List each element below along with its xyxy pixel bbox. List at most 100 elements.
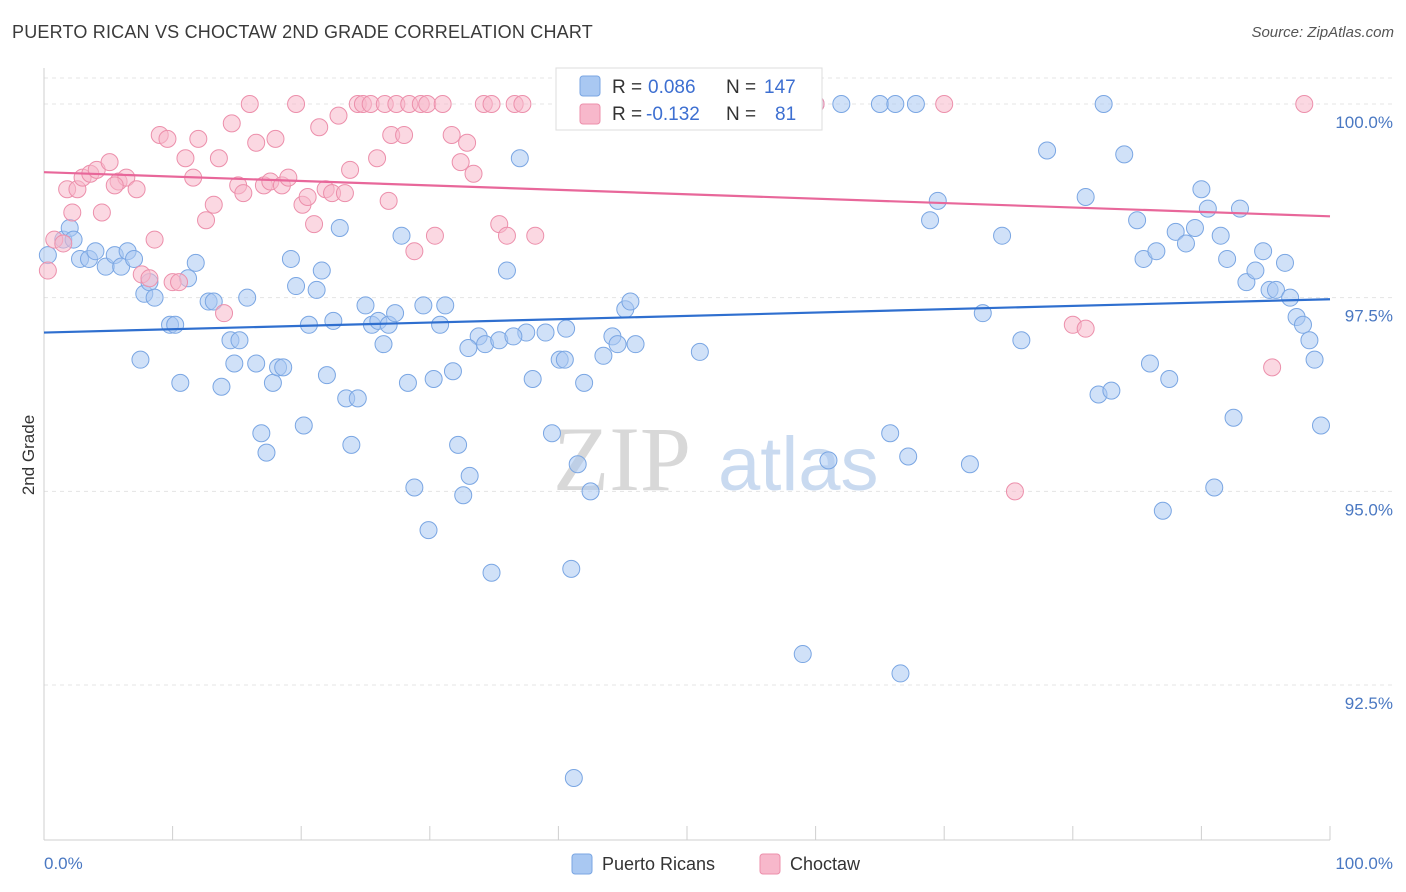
puerto-ricans-point-113 [1115, 145, 1134, 164]
puerto-ricans-point-119 [1160, 370, 1179, 389]
bottom-legend-label-puerto-ricans: Puerto Ricans [602, 854, 715, 874]
puerto-ricans-point-104 [960, 455, 979, 474]
choctaw-point-10 [100, 153, 119, 172]
legend-n-label-2: N = [726, 104, 756, 125]
puerto-ricans-point-143 [555, 350, 574, 369]
puerto-ricans-point-103 [928, 191, 947, 210]
choctaw-point-25 [209, 149, 228, 168]
choctaw-point-9 [92, 203, 111, 222]
choctaw-point-40 [305, 215, 324, 234]
puerto-ricans-point-39 [312, 261, 331, 280]
puerto-ricans-point-111 [1094, 94, 1113, 113]
puerto-ricans-point-101 [906, 94, 925, 113]
puerto-ricans-point-46 [356, 296, 375, 315]
legend-n-value-1: 147 [764, 77, 796, 98]
choctaw-point-70 [513, 94, 532, 113]
puerto-ricans-point-80 [594, 346, 613, 365]
puerto-ricans-point-107 [1012, 331, 1031, 350]
puerto-ricans-point-27 [238, 288, 257, 307]
puerto-ricans-point-127 [1218, 249, 1237, 268]
x-axis-ticks [43, 826, 1331, 840]
puerto-ricans-point-33 [274, 358, 293, 377]
puerto-ricans-point-49 [374, 335, 393, 354]
choctaw-point-27 [222, 114, 241, 133]
choctaw-point-18 [158, 129, 177, 148]
puerto-ricans-point-77 [568, 455, 587, 474]
choctaw-point-62 [451, 153, 470, 172]
puerto-ricans-point-128 [1224, 408, 1243, 427]
choctaw-point-0 [38, 261, 57, 280]
choctaw-point-82 [379, 191, 398, 210]
puerto-ricans-point-122 [1185, 218, 1204, 237]
choctaw-point-2 [54, 234, 73, 253]
stats-legend: R = 0.086 N = 147 R = -0.132 N = 81 [555, 67, 823, 131]
puerto-ricans-point-84 [621, 292, 640, 311]
puerto-ricans-point-29 [252, 424, 271, 443]
choctaw-point-83 [189, 129, 208, 148]
puerto-ricans-point-75 [557, 319, 576, 338]
x-tick-label-left: 0.0% [44, 854, 83, 873]
puerto-ricans-point-59 [436, 296, 455, 315]
puerto-ricans-point-94 [819, 451, 838, 470]
chart-title: PUERTO RICAN VS CHOCTAW 2ND GRADE CORREL… [12, 22, 593, 42]
puerto-ricans-point-62 [454, 486, 473, 505]
puerto-ricans-point-124 [1198, 199, 1217, 218]
puerto-ricans-trend-line [43, 298, 1331, 334]
puerto-ricans-point-31 [263, 373, 282, 392]
source-label: Source: ZipAtlas.com [1251, 24, 1394, 41]
puerto-ricans-point-145 [504, 327, 523, 346]
puerto-ricans-point-56 [419, 521, 438, 540]
puerto-ricans-point-53 [398, 373, 417, 392]
bottom-legend-label-choctaw: Choctaw [790, 854, 861, 874]
puerto-ricans-point-96 [870, 94, 889, 113]
puerto-ricans-point-0 [38, 246, 57, 265]
puerto-ricans-point-102 [921, 211, 940, 230]
puerto-ricans-point-140 [1305, 350, 1324, 369]
choctaw-point-61 [442, 125, 461, 144]
puerto-ricans-point-40 [317, 366, 336, 385]
choctaw-point-44 [329, 106, 348, 125]
choctaw-trend-line [43, 171, 1331, 218]
puerto-ricans-point-71 [523, 370, 542, 389]
puerto-ricans-point-36 [294, 416, 313, 435]
y-tick-label-0: 100.0% [1335, 113, 1393, 132]
puerto-ricans-point-55 [414, 296, 433, 315]
watermark-atlas: atlas [718, 422, 879, 507]
choctaw-point-23 [197, 211, 216, 230]
choctaw-point-36 [279, 168, 298, 187]
choctaw-point-79 [1263, 358, 1282, 377]
legend-r-value-2: -0.132 [646, 104, 700, 125]
puerto-ricans-point-99 [891, 664, 910, 683]
puerto-ricans-point-85 [626, 335, 645, 354]
puerto-ricans-point-79 [581, 482, 600, 501]
choctaw-point-59 [425, 226, 444, 245]
legend-swatch-choctaw [579, 103, 601, 125]
choctaw-point-34 [266, 129, 285, 148]
puerto-ricans-point-78 [575, 373, 594, 392]
puerto-ricans-point-25 [225, 354, 244, 373]
puerto-ricans-point-52 [392, 226, 411, 245]
choctaw-point-39 [298, 187, 317, 206]
choctaw-point-80 [1295, 94, 1314, 113]
puerto-ricans-point-123 [1192, 180, 1211, 199]
choctaw-point-15 [140, 269, 159, 288]
puerto-ricans-point-20 [186, 253, 205, 272]
choctaw-point-20 [170, 273, 189, 292]
choctaw-point-46 [341, 160, 360, 179]
puerto-ricans-point-141 [1311, 416, 1330, 435]
puerto-ricans-point-118 [1153, 501, 1172, 520]
puerto-ricans-point-26 [230, 331, 249, 350]
puerto-ricans-point-114 [1128, 211, 1147, 230]
legend-r-value-1: 0.086 [648, 77, 696, 98]
bottom-legend-swatch-puerto-ricans [571, 853, 593, 875]
puerto-ricans-point-142 [564, 769, 583, 788]
y-tick-label-2: 95.0% [1345, 500, 1393, 519]
puerto-ricans-point-135 [1275, 253, 1294, 272]
choctaw-point-31 [247, 133, 266, 152]
puerto-ricans-point-34 [281, 249, 300, 268]
puerto-ricans-point-97 [881, 424, 900, 443]
puerto-ricans-point-61 [449, 435, 468, 454]
puerto-ricans-point-23 [212, 377, 231, 396]
puerto-ricans-point-117 [1147, 242, 1166, 261]
puerto-ricans-point-12 [131, 350, 150, 369]
